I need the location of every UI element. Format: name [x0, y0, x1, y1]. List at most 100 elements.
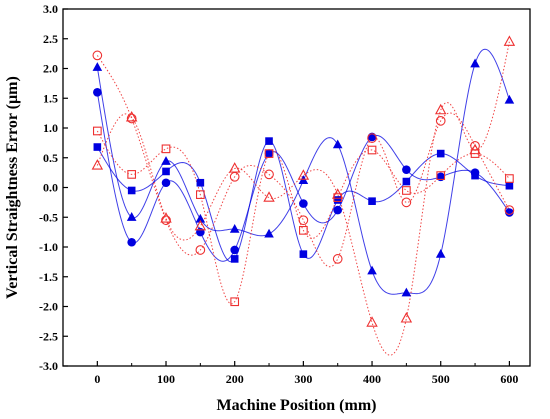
x-tick-label: 500 — [432, 372, 450, 386]
marker-open-triangle-350 — [331, 188, 344, 199]
marker-filled-triangle-250 — [264, 228, 274, 238]
x-axis: 0 100 200 300 400 500 600 — [94, 361, 518, 386]
marker-filled-square-200 — [230, 255, 239, 263]
marker-open-triangle-250 — [263, 191, 275, 202]
marker-open-circle-150 — [195, 245, 206, 255]
marker-open-triangle-200 — [228, 162, 241, 173]
marker-filled-triangle-100 — [161, 156, 171, 165]
marker-open-triangle-550 — [469, 143, 481, 155]
x-tick-label: 600 — [500, 372, 518, 386]
marker-open-triangle-0 — [91, 159, 104, 170]
marker-filled-triangle-500 — [435, 248, 446, 258]
marker-open-triangle-450 — [400, 312, 413, 323]
y-axis-title: Vertical Straightness Error (µm) — [4, 76, 21, 299]
marker-open-circle-300 — [298, 215, 309, 226]
y-tick-label: 2.0 — [43, 62, 58, 76]
marker-filled-circle-300 — [299, 199, 308, 208]
fit-curve-3 — [96, 55, 510, 268]
marker-open-circle-500 — [435, 116, 446, 126]
marker-open-circle-0 — [92, 50, 103, 61]
marker-filled-circle-0 — [93, 88, 102, 97]
y-tick-label: 3.0 — [43, 2, 58, 16]
marker-open-triangle-150 — [194, 219, 207, 231]
marker-open-square-200 — [230, 297, 240, 307]
marker-filled-triangle-600 — [504, 94, 515, 104]
marker-filled-square-500 — [436, 149, 445, 158]
marker-filled-circle-50 — [127, 237, 136, 247]
y-tick-label: 0.0 — [43, 181, 58, 195]
marker-filled-triangle-350 — [332, 139, 343, 149]
marker-open-triangle-500 — [434, 103, 447, 115]
marker-filled-circle-150 — [196, 227, 205, 237]
marker-filled-circle-200 — [230, 245, 239, 255]
y-tick-label: 2.5 — [43, 32, 58, 46]
marker-filled-square-100 — [162, 167, 170, 176]
x-tick-label: 300 — [294, 372, 312, 386]
fit-curves — [96, 41, 510, 356]
marker-filled-circle-450 — [402, 165, 411, 174]
y-tick-label: 0.5 — [43, 151, 58, 165]
marker-open-square-50 — [127, 170, 137, 179]
marker-filled-square-250 — [265, 137, 273, 145]
x-tick-label: 0 — [94, 372, 100, 386]
marker-open-square-0 — [92, 126, 102, 136]
marker-open-square-600 — [505, 174, 514, 183]
marker-open-circle-350 — [332, 254, 343, 264]
marker-filled-square-0 — [93, 143, 102, 151]
marker-filled-square-600 — [505, 181, 514, 190]
marker-filled-triangle-200 — [229, 223, 240, 233]
marker-open-triangle-50 — [125, 110, 138, 122]
fit-curve-4 — [96, 130, 510, 305]
marker-filled-square-300 — [299, 250, 308, 258]
y-tick-label: 1.5 — [43, 91, 58, 105]
x-axis-title: Machine Position (mm) — [217, 397, 377, 414]
marker-open-triangle-600 — [503, 35, 516, 46]
x-tick-label: 200 — [226, 372, 244, 386]
marker-open-circle-450 — [401, 197, 412, 208]
marker-open-square-150 — [196, 190, 205, 199]
marker-filled-square-50 — [127, 186, 136, 195]
marker-filled-circle-350 — [333, 205, 343, 215]
marker-open-square-300 — [299, 225, 308, 235]
marker-filled-square-150 — [196, 178, 205, 187]
marker-filled-triangle-550 — [470, 58, 480, 68]
marker-open-circle-250 — [264, 169, 274, 180]
y-tick-label: -1.5 — [39, 270, 58, 284]
marker-open-circle-400 — [367, 133, 377, 143]
marker-open-square-450 — [402, 186, 411, 195]
marker-filled-square-450 — [402, 177, 411, 186]
y-axis: -3.0 -2.5 -2.0 -1.5 -1.0 -0.5 0.0 0.5 1.0 1.5 2.0 2… — [39, 2, 68, 373]
marker-filled-triangle-450 — [401, 287, 412, 297]
marker-open-square-500 — [436, 171, 446, 180]
marker-open-circle-600 — [504, 205, 515, 215]
marker-filled-square-350 — [333, 196, 342, 204]
marker-filled-square-550 — [471, 171, 479, 180]
marker-filled-circle-600 — [505, 208, 514, 217]
marker-open-triangle-300 — [297, 169, 310, 180]
marker-filled-square-400 — [368, 197, 376, 205]
marker-filled-circle-250 — [264, 149, 274, 158]
y-tick-label: -1.0 — [39, 240, 58, 254]
x-tick-label: 100 — [157, 372, 175, 386]
marker-open-square-350 — [333, 193, 343, 202]
data-markers — [91, 35, 516, 327]
marker-open-square-400 — [367, 145, 377, 155]
x-tick-label: 400 — [363, 372, 381, 386]
fit-curve-5 — [96, 41, 510, 356]
marker-open-square-250 — [264, 149, 274, 158]
marker-filled-triangle-0 — [92, 62, 103, 71]
marker-filled-triangle-150 — [195, 213, 206, 223]
marker-open-triangle-400 — [366, 316, 378, 327]
marker-filled-triangle-50 — [126, 212, 137, 221]
y-tick-label: -0.5 — [39, 210, 58, 224]
y-tick-label: 1.0 — [43, 121, 58, 135]
marker-filled-circle-100 — [161, 178, 171, 188]
y-tick-label: -2.5 — [39, 329, 58, 343]
marker-filled-triangle-400 — [367, 265, 377, 275]
y-tick-label: -2.0 — [39, 300, 58, 314]
marker-open-circle-50 — [126, 113, 137, 124]
marker-open-triangle-100 — [160, 212, 172, 223]
y-tick-label: -3.0 — [39, 359, 58, 373]
marker-open-square-100 — [161, 144, 171, 154]
